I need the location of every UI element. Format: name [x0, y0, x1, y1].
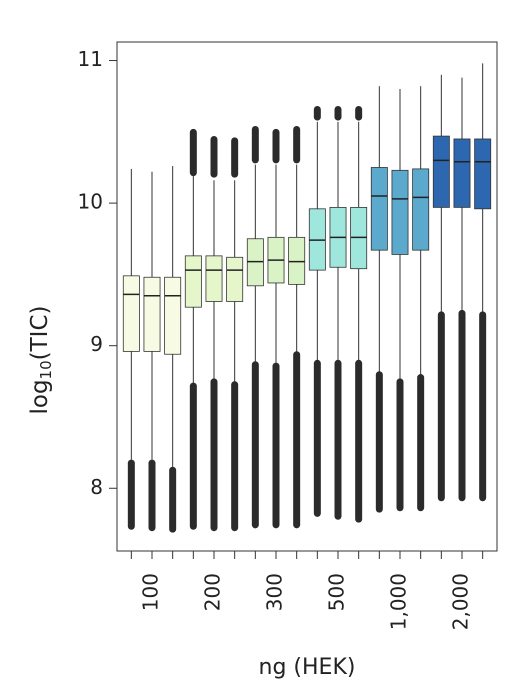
- outliers: [148, 459, 156, 532]
- outliers: [334, 106, 342, 121]
- box: [391, 169, 409, 255]
- box: [143, 276, 161, 352]
- box: [453, 138, 471, 208]
- outliers: [458, 309, 466, 502]
- outliers: [375, 371, 383, 513]
- box: [226, 256, 244, 302]
- outliers: [334, 359, 342, 520]
- outliers: [169, 466, 177, 533]
- outliers: [355, 359, 363, 523]
- outliers: [189, 128, 197, 177]
- outliers: [355, 106, 363, 121]
- box: [432, 135, 450, 208]
- outliers: [272, 362, 280, 529]
- outliers: [231, 381, 239, 532]
- outliers: [437, 311, 445, 502]
- box: [205, 255, 223, 302]
- box: [164, 276, 182, 355]
- y-tick-label: 9: [90, 332, 103, 356]
- outliers: [251, 361, 259, 529]
- outliers: [293, 125, 301, 164]
- plot-frame: [116, 41, 498, 552]
- x-tick-label: 200: [201, 573, 225, 611]
- x-tick-label: 500: [325, 573, 349, 611]
- outliers: [251, 125, 259, 164]
- outliers: [417, 374, 425, 512]
- outliers: [396, 378, 404, 512]
- outliers: [313, 359, 321, 517]
- x-tick-label: 100: [139, 573, 163, 611]
- y-tick-label: 11: [78, 47, 103, 71]
- outliers: [479, 311, 487, 502]
- outliers: [210, 378, 218, 532]
- box: [370, 167, 388, 251]
- x-tick-label: 300: [263, 573, 287, 611]
- box: [122, 275, 140, 352]
- x-tick-label: 2,000: [449, 573, 473, 630]
- y-axis-label: log10(TIC): [27, 306, 55, 415]
- x-tick-label: 1,000: [387, 573, 411, 630]
- outliers: [293, 351, 301, 529]
- outliers: [210, 135, 218, 178]
- box: [474, 138, 492, 210]
- outliers: [231, 137, 239, 178]
- box: [412, 168, 430, 251]
- y-label-base: log: [27, 379, 53, 414]
- y-label-rest: (TIC): [27, 306, 53, 361]
- outliers: [189, 382, 197, 530]
- outliers: [272, 128, 280, 164]
- outliers: [127, 459, 135, 530]
- outliers: [313, 106, 321, 121]
- x-axis-label: ng (HEK): [259, 655, 356, 680]
- y-label-sub: 10: [37, 360, 55, 379]
- y-tick-label: 8: [90, 475, 103, 499]
- box: [184, 255, 202, 308]
- y-tick-label: 10: [78, 190, 103, 214]
